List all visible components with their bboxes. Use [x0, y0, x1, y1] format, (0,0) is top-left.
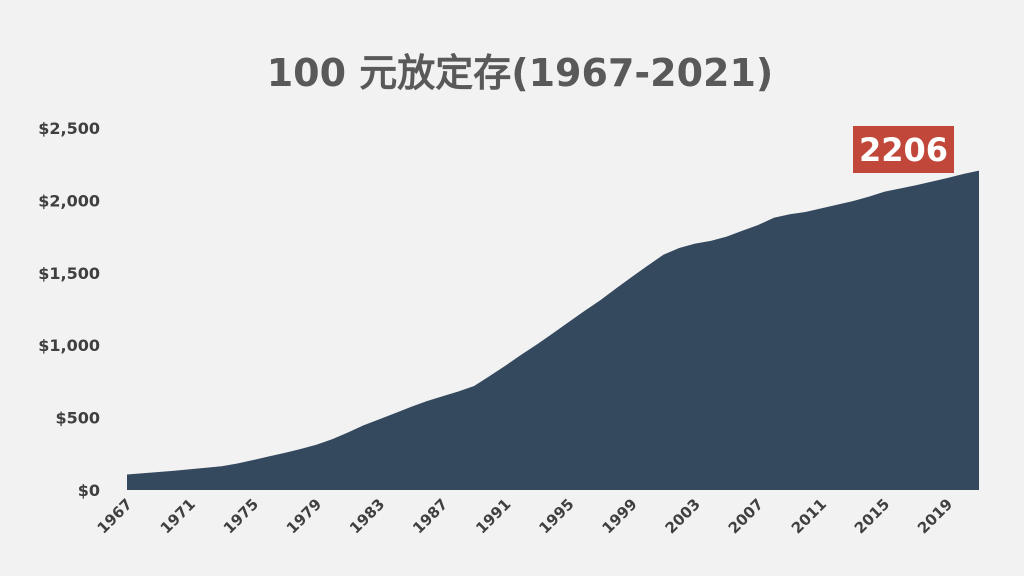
y-tick-label: $2,500	[38, 119, 100, 138]
y-tick-label: $500	[55, 409, 100, 428]
x-tick-label: 2007	[725, 495, 767, 537]
x-tick-label: 2015	[851, 495, 893, 537]
x-tick-label: 1967	[94, 495, 136, 537]
y-tick-label: $2,000	[38, 191, 100, 210]
callout-label: 2206	[859, 131, 948, 169]
area-layer	[127, 170, 979, 490]
x-tick-label: 1983	[346, 495, 388, 537]
x-tick-label: 1995	[535, 495, 577, 537]
y-tick-label: $1,000	[38, 336, 100, 355]
callout-box	[853, 126, 954, 173]
x-tick-label: 2003	[662, 495, 704, 537]
x-tick-label: 1991	[472, 495, 514, 537]
x-axis: 1967 1971 1975 1979 1983 1987 1991 1995 1999 2003…	[94, 495, 957, 537]
y-tick-label: $1,500	[38, 264, 100, 283]
y-axis: $0 $500 $1,000 $1,500 $2,000 $2,500	[38, 119, 100, 500]
x-tick-label: 1979	[283, 495, 325, 537]
x-tick-label: 1975	[220, 495, 262, 537]
x-tick-label: 2019	[914, 495, 956, 537]
x-tick-label: 1987	[409, 495, 451, 537]
x-tick-label: 1999	[598, 495, 640, 537]
chart-title: 100 元放定存(1967-2021)	[267, 51, 774, 95]
area-series	[127, 170, 979, 490]
callout-layer: 2206	[853, 126, 954, 173]
x-tick-label: 1971	[157, 495, 199, 537]
x-tick-label: 2011	[788, 495, 830, 537]
y-tick-label: $0	[78, 481, 100, 500]
